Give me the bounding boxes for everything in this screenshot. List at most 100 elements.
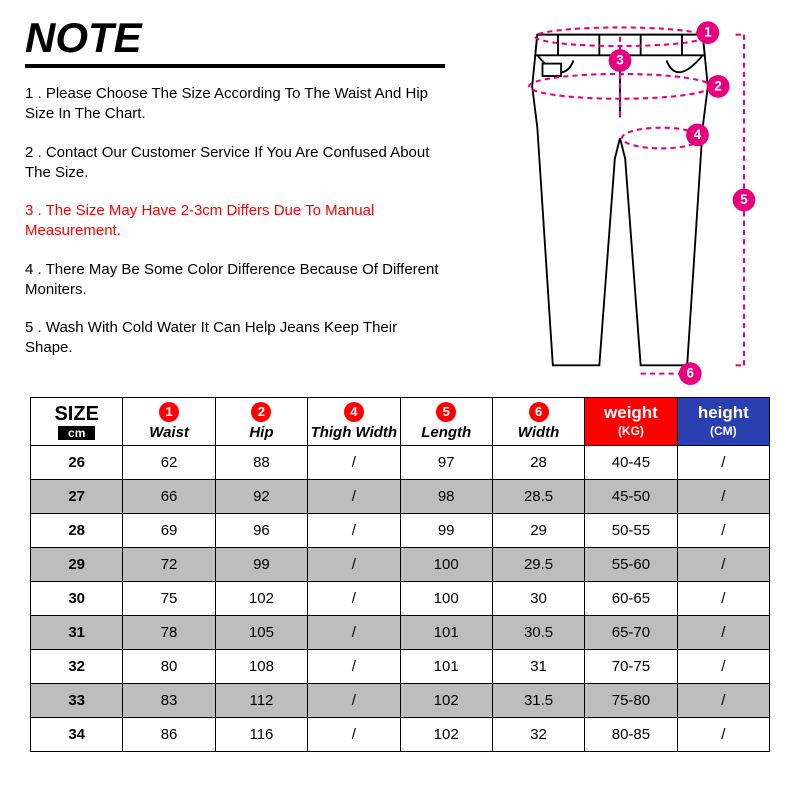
cell-thigh: / <box>308 650 400 684</box>
cell-width: 29.5 <box>492 548 584 582</box>
cell-length: 100 <box>400 548 492 582</box>
cell-size: 30 <box>31 582 123 616</box>
cell-thigh: / <box>308 582 400 616</box>
pants-svg: 1 2 3 4 5 6 <box>465 14 775 386</box>
note-item: 5 . Wash With Cold Water It Can Help Jea… <box>25 318 445 359</box>
cell-height: / <box>677 718 769 752</box>
cell-weight: 50-55 <box>585 514 677 548</box>
notes-column: NOTE 1 . Please Choose The Size Accordin… <box>25 14 445 391</box>
badge-6: 6 <box>529 402 549 422</box>
cell-height: / <box>677 684 769 718</box>
cell-thigh: / <box>308 616 400 650</box>
table-row: 286996/992950-55/ <box>31 514 770 548</box>
cell-waist: 72 <box>123 548 215 582</box>
cell-thigh: / <box>308 718 400 752</box>
cell-width: 30.5 <box>492 616 584 650</box>
cell-hip: 102 <box>215 582 307 616</box>
col-height: height (CM) <box>677 398 769 446</box>
cell-hip: 96 <box>215 514 307 548</box>
cell-thigh: / <box>308 684 400 718</box>
table-header: SIZE cm 1Waist 2Hip 4Thigh Width 5Length… <box>31 398 770 446</box>
cell-thigh: / <box>308 548 400 582</box>
cell-width: 28 <box>492 446 584 480</box>
table-row: 3178105/10130.565-70/ <box>31 616 770 650</box>
cell-weight: 80-85 <box>585 718 677 752</box>
badge-2: 2 <box>251 402 271 422</box>
cell-width: 29 <box>492 514 584 548</box>
col-label-width: Width <box>518 424 560 441</box>
cell-size: 33 <box>31 684 123 718</box>
col-width: 6 Width <box>492 398 584 446</box>
cell-hip: 99 <box>215 548 307 582</box>
cell-height: / <box>677 582 769 616</box>
cell-height: / <box>677 548 769 582</box>
table-body: 266288/972840-45/276692/9828.545-50/2869… <box>31 446 770 752</box>
size-table: SIZE cm 1Waist 2Hip 4Thigh Width 5Length… <box>30 397 770 752</box>
cell-weight: 70-75 <box>585 650 677 684</box>
cell-length: 100 <box>400 582 492 616</box>
cell-size: 29 <box>31 548 123 582</box>
cell-thigh: / <box>308 514 400 548</box>
cell-width: 31.5 <box>492 684 584 718</box>
height-small: (CM) <box>710 424 737 438</box>
cell-waist: 62 <box>123 446 215 480</box>
cell-size: 27 <box>31 480 123 514</box>
cell-height: / <box>677 616 769 650</box>
cell-waist: 69 <box>123 514 215 548</box>
svg-text:6: 6 <box>687 366 694 381</box>
col-label-length: Length <box>421 424 471 441</box>
cell-length: 99 <box>400 514 492 548</box>
cell-width: 28.5 <box>492 480 584 514</box>
col-weight: weight (KG) <box>585 398 677 446</box>
cell-length: 101 <box>400 650 492 684</box>
table-row: 3383112/10231.575-80/ <box>31 684 770 718</box>
cell-hip: 116 <box>215 718 307 752</box>
cell-height: / <box>677 514 769 548</box>
badge-5: 5 <box>436 402 456 422</box>
weight-small: (KG) <box>618 424 644 438</box>
cell-width: 31 <box>492 650 584 684</box>
cell-size: 32 <box>31 650 123 684</box>
col-label-waist: Waist <box>149 424 189 441</box>
height-big: height <box>698 403 749 422</box>
svg-text:2: 2 <box>714 78 721 93</box>
svg-text:4: 4 <box>694 127 702 142</box>
size-header: SIZE cm <box>31 398 123 446</box>
cell-thigh: / <box>308 480 400 514</box>
cell-thigh: / <box>308 446 400 480</box>
badge-4: 4 <box>344 402 364 422</box>
cell-size: 34 <box>31 718 123 752</box>
weight-big: weight <box>604 403 658 422</box>
cell-waist: 80 <box>123 650 215 684</box>
cell-weight: 40-45 <box>585 446 677 480</box>
cell-hip: 105 <box>215 616 307 650</box>
note-item: 2 . Contact Our Customer Service If You … <box>25 143 445 184</box>
top-row: NOTE 1 . Please Choose The Size Accordin… <box>25 14 775 391</box>
size-header-big: SIZE <box>31 404 122 424</box>
table-row: 266288/972840-45/ <box>31 446 770 480</box>
col-label-hip: Hip <box>249 424 273 441</box>
cell-width: 32 <box>492 718 584 752</box>
cell-height: / <box>677 650 769 684</box>
pants-diagram: 1 2 3 4 5 6 <box>465 14 775 391</box>
cell-weight: 45-50 <box>585 480 677 514</box>
svg-text:3: 3 <box>616 53 623 68</box>
notes-list: 1 . Please Choose The Size According To … <box>25 84 445 359</box>
cell-waist: 78 <box>123 616 215 650</box>
table-row: 3280108/1013170-75/ <box>31 650 770 684</box>
cell-weight: 60-65 <box>585 582 677 616</box>
cell-waist: 83 <box>123 684 215 718</box>
cell-size: 28 <box>31 514 123 548</box>
col-waist: 1Waist <box>123 398 215 446</box>
col-hip: 2 Hip <box>215 398 307 446</box>
note-item: 3 . The Size May Have 2-3cm Differs Due … <box>25 201 445 242</box>
note-item: 4 . There May Be Some Color Difference B… <box>25 260 445 301</box>
cell-weight: 75-80 <box>585 684 677 718</box>
table-row: 3075102/1003060-65/ <box>31 582 770 616</box>
cell-size: 31 <box>31 616 123 650</box>
cell-length: 101 <box>400 616 492 650</box>
cell-length: 97 <box>400 446 492 480</box>
cell-weight: 65-70 <box>585 616 677 650</box>
cell-waist: 75 <box>123 582 215 616</box>
cell-hip: 88 <box>215 446 307 480</box>
